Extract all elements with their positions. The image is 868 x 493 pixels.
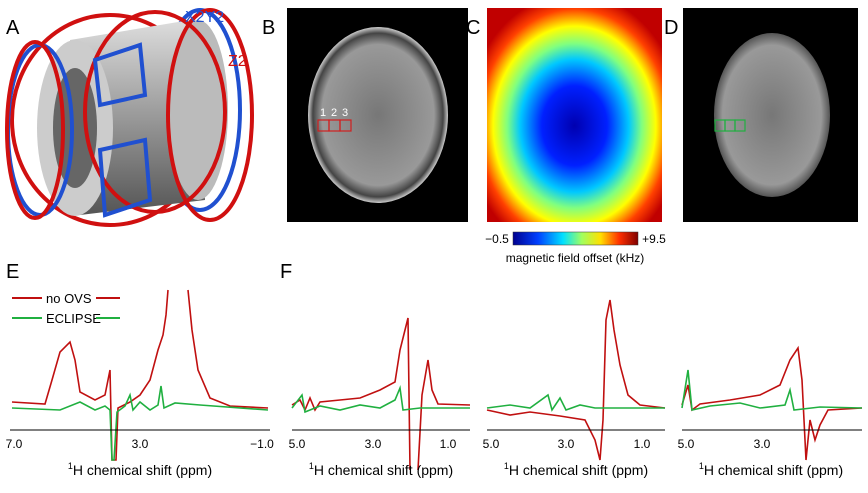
- panel-label: F: [280, 261, 292, 283]
- label: H chemical shift (ppm): [704, 462, 843, 478]
- x-tick-label: 3.0: [132, 437, 149, 451]
- spectrum-eclipse: [486, 393, 665, 412]
- spectrum-eclipse: [291, 384, 470, 414]
- coil-drawing: [5, 8, 254, 227]
- sup: 1: [68, 461, 73, 471]
- label: H chemical shift (ppm): [314, 462, 453, 478]
- x-tick-label: 5.0: [483, 437, 500, 451]
- x-tick-label: 1.0: [634, 437, 651, 451]
- spectrum-eclipse: [11, 385, 269, 461]
- colorbar-max: +9.5: [642, 232, 666, 246]
- coil-label: Z2: [228, 53, 247, 70]
- legend-label: ECLIPSE: [46, 311, 101, 326]
- spectrum-no-ovs: [486, 299, 666, 461]
- x-tick-label: 3.0: [365, 437, 382, 451]
- voxel-label: 2: [331, 107, 337, 119]
- colorbar-title: magnetic field offset (kHz): [506, 251, 645, 265]
- label: H chemical shift (ppm): [73, 462, 212, 478]
- label: H chemical shift (ppm): [509, 462, 648, 478]
- voxels: [714, 119, 746, 132]
- spectrum-eclipse: [681, 369, 863, 411]
- x-axis-label: 1H chemical shift (ppm): [504, 461, 648, 478]
- sup: 1: [504, 461, 509, 471]
- sup: 1: [699, 461, 704, 471]
- panel-label: B: [262, 17, 275, 39]
- x-tick-label: 3.0: [754, 437, 771, 451]
- voxel-label: 3: [342, 107, 348, 119]
- legend-label: no OVS: [46, 291, 92, 306]
- spectrum-no-ovs: [681, 345, 863, 461]
- colorbar-min: −0.5: [485, 232, 509, 246]
- x-axis-label: 1H chemical shift (ppm): [309, 461, 453, 478]
- panel-label: D: [664, 17, 678, 39]
- colorbar: [512, 231, 639, 246]
- x-tick-label: 7.0: [6, 437, 23, 451]
- x-axis-label: 1H chemical shift (ppm): [699, 461, 843, 478]
- panel-label: C: [466, 17, 480, 39]
- x-tick-label: −1.0: [250, 437, 274, 451]
- x-axis-label: 1H chemical shift (ppm): [68, 461, 212, 478]
- sup: 1: [309, 461, 314, 471]
- x-tick-label: 5.0: [289, 437, 306, 451]
- panel-label: A: [6, 17, 20, 39]
- field-map: [487, 8, 662, 222]
- voxels: [317, 119, 352, 132]
- brain: [308, 27, 448, 203]
- x-tick-label: 3.0: [558, 437, 575, 451]
- coil-label: X2Y2: [185, 9, 224, 26]
- panel-label: E: [6, 261, 19, 283]
- x-tick-label: 1.0: [440, 437, 457, 451]
- voxel-label: 1: [320, 107, 326, 119]
- x-tick-label: 5.0: [678, 437, 695, 451]
- brain: [714, 33, 830, 197]
